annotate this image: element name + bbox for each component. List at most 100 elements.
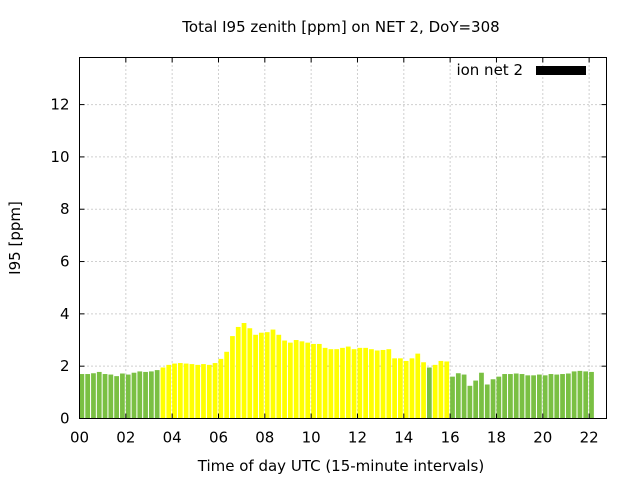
bar: [403, 360, 409, 419]
bar: [455, 373, 461, 419]
bar: [305, 342, 311, 419]
bar: [276, 334, 282, 419]
bar: [108, 374, 114, 419]
bar: [293, 340, 299, 419]
x-tick-label: 12: [348, 429, 367, 447]
bar: [172, 363, 177, 419]
legend: ion net 2: [456, 61, 586, 79]
x-tick-label: 04: [163, 429, 182, 447]
bar: [438, 360, 444, 419]
bar: [264, 332, 270, 419]
bar: [398, 358, 403, 419]
bar: [345, 346, 351, 419]
legend-label: ion net 2: [456, 61, 523, 79]
bar: [270, 329, 276, 419]
x-tick-label: 08: [255, 429, 274, 447]
bar: [432, 364, 438, 419]
x-axis-label: Time of day UTC (15-minute intervals): [197, 457, 484, 475]
bar: [195, 364, 201, 419]
bar: [502, 374, 508, 419]
bar: [444, 361, 450, 419]
bar: [421, 362, 426, 419]
x-tick-label: 20: [533, 429, 552, 447]
bar: [479, 372, 484, 419]
legend-swatch: [536, 66, 586, 75]
bar: [519, 374, 525, 419]
bar: [328, 349, 334, 419]
bar: [583, 371, 589, 419]
bar: [259, 332, 264, 419]
bar: [79, 374, 85, 419]
bar: [253, 334, 258, 419]
bar: [508, 374, 513, 419]
x-tick-label: 16: [441, 429, 460, 447]
bar: [386, 349, 392, 419]
bar: [340, 347, 345, 419]
bar: [201, 364, 206, 419]
bar: [357, 347, 363, 419]
y-tick-label: 12: [50, 96, 69, 114]
bar: [241, 323, 247, 419]
bar: [154, 370, 160, 419]
bar: [537, 374, 542, 419]
bar: [235, 326, 241, 419]
y-tick-label: 0: [60, 410, 70, 428]
y-axis-label: I95 [ppm]: [6, 201, 24, 275]
bar: [531, 375, 536, 419]
bar: [131, 372, 137, 419]
bar: [85, 374, 91, 419]
bar: [450, 376, 455, 419]
bar: [114, 376, 119, 419]
bar: [560, 374, 565, 419]
bar: [334, 349, 340, 419]
bar: [91, 373, 96, 419]
bar: [426, 367, 432, 419]
bar: [125, 374, 131, 419]
bar: [322, 347, 328, 419]
bar: [392, 358, 397, 419]
bar: [316, 343, 322, 419]
y-tick-label: 2: [60, 357, 70, 375]
bar: [218, 358, 224, 419]
bar: [484, 384, 490, 419]
bar: [548, 374, 554, 419]
bar: [351, 349, 357, 419]
bar: [287, 342, 293, 419]
bar: [206, 364, 212, 419]
y-tick-label: 6: [60, 253, 70, 271]
bar: [374, 350, 380, 419]
bar: [120, 373, 125, 419]
x-tick-label: 14: [394, 429, 413, 447]
chart-title: Total I95 zenith [ppm] on NET 2, DoY=308: [181, 18, 499, 36]
y-tick-label: 8: [60, 200, 70, 218]
bar: [102, 374, 108, 419]
x-tick-label: 00: [70, 429, 89, 447]
x-tick-label: 22: [580, 429, 599, 447]
bar: [369, 349, 374, 419]
bar: [247, 328, 253, 419]
y-tick-label: 4: [60, 305, 70, 323]
bar: [525, 375, 531, 419]
bar: [212, 363, 218, 419]
bar: [282, 340, 287, 419]
bar: [311, 343, 316, 419]
bar: [496, 376, 502, 419]
bar: [224, 351, 230, 419]
bar: [473, 380, 479, 419]
bar: [137, 371, 143, 419]
bar: [299, 341, 305, 419]
bar: [148, 371, 154, 419]
bar: [577, 370, 583, 419]
bar: [461, 374, 467, 419]
x-tick-label: 06: [209, 429, 228, 447]
bar: [96, 371, 102, 419]
bar: [177, 363, 183, 419]
bar: [183, 363, 189, 419]
bar: [490, 379, 496, 419]
bar: [565, 373, 571, 419]
bar: [230, 336, 235, 419]
x-tick-label: 02: [116, 429, 135, 447]
bar: [189, 364, 195, 419]
bar: [589, 371, 594, 419]
